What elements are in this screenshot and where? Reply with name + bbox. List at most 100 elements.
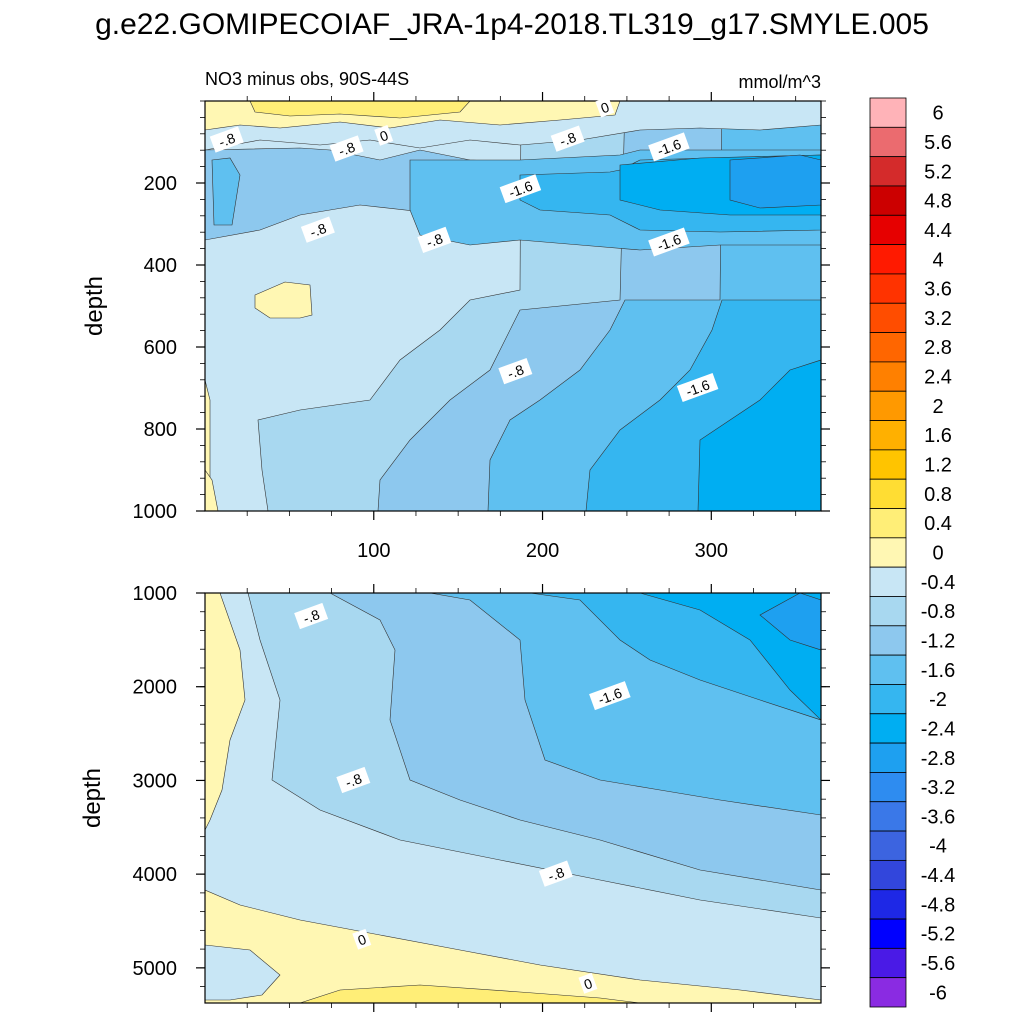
upper-panel: NO3 minus obs, 90S-44S mmol/m^3 depth: [81, 69, 830, 562]
colorbar-swatch: [869, 566, 907, 597]
contour-label-text: -.8: [557, 129, 578, 150]
contour-label: -.8: [329, 135, 364, 162]
y-tick-label: 200: [144, 173, 177, 195]
contour-label-text: -1.6: [655, 136, 683, 159]
colorbar-swatch: [869, 244, 907, 275]
upper-subtitle: NO3 minus obs, 90S-44S: [205, 69, 409, 89]
contour-label-text: -.8: [336, 139, 357, 160]
upper-axis-ticks: 200 400 600 800 1000 100 200 300: [133, 92, 830, 562]
colorbar-swatch: [869, 156, 907, 187]
colorbar-swatch: [869, 889, 907, 920]
contour-label: -1.6: [648, 132, 690, 162]
colorbar-label: 4: [932, 249, 943, 271]
upper-ylabel: depth: [81, 276, 108, 336]
contour-label: 0: [595, 96, 615, 118]
contour-label-text: -.8: [546, 864, 567, 885]
colorbar-label: 0: [932, 543, 943, 565]
colorbar-label: -3.2: [921, 777, 955, 799]
contour-label-text: -1.6: [684, 376, 712, 399]
contour-label-text: -.8: [308, 220, 329, 241]
y-tick-label: 800: [144, 419, 177, 441]
colorbar-swatch: [869, 625, 907, 656]
colorbar: 6 5.6 5.2 4.8 4.4 4 3.6 3.2 2.8 2.4 2 1.6 1.2 0.8 0.4 0…: [869, 97, 955, 1008]
colorbar-label: -5.6: [921, 953, 955, 975]
colorbar-label: -1.2: [921, 630, 955, 652]
colorbar-swatch: [869, 361, 907, 392]
contour-label-text: -.8: [301, 606, 322, 627]
x-tick-label: 200: [526, 540, 559, 562]
colorbar-label: 4.4: [924, 220, 952, 242]
x-tick-label: 300: [695, 540, 728, 562]
contour-label-text: -1.6: [596, 684, 624, 707]
contour-label-text: -.8: [343, 770, 364, 791]
contour-label: -1.6: [648, 227, 690, 257]
colorbar-label: -0.8: [921, 601, 955, 623]
colorbar-label: -4.8: [921, 894, 955, 916]
contour-label: 0: [578, 972, 598, 994]
contour-label-text: -1.6: [655, 231, 683, 254]
colorbar-swatch: [869, 508, 907, 539]
colorbar-swatch: [869, 918, 907, 949]
lower-contour-fill: [205, 593, 821, 1003]
colorbar-label: 0.4: [924, 513, 952, 535]
colorbar-label: -0.4: [921, 572, 955, 594]
upper-contour-fill: [205, 101, 821, 511]
upper-contour-labels: -.8 0 -.8 0 -.8 -1.6 -1.6 -.8 -.8 -1.6 -.8 -1.6: [209, 96, 719, 403]
colorbar-swatch: [869, 654, 907, 685]
contour-label: 0: [374, 124, 394, 146]
colorbar-label: 1.2: [924, 455, 952, 477]
x-tick-label: 100: [357, 540, 390, 562]
colorbar-swatch: [869, 830, 907, 861]
colorbar-swatch: [869, 478, 907, 509]
colorbar-label: -1.6: [921, 660, 955, 682]
colorbar-label: 6: [932, 103, 943, 125]
colorbar-label: -6: [929, 982, 947, 1004]
units-label: mmol/m^3: [739, 72, 821, 92]
colorbar-swatch: [869, 801, 907, 832]
contour-label-text: -.8: [217, 130, 238, 151]
contour-label: -.8: [300, 216, 335, 243]
colorbar-label: -2.4: [921, 718, 955, 740]
colorbar-swatch: [869, 713, 907, 744]
contour-label-text: -.8: [505, 361, 526, 382]
lower-ylabel: depth: [79, 768, 106, 828]
colorbar-label: -2: [929, 689, 947, 711]
colorbar-swatch: [869, 684, 907, 715]
contour-label: -.8: [336, 766, 371, 794]
y-tick-label: 2000: [133, 677, 178, 699]
colorbar-swatch: [869, 214, 907, 246]
colorbar-swatch: [869, 859, 907, 891]
y-tick-label: 5000: [133, 958, 178, 980]
contour-label: -1.6: [676, 373, 719, 403]
colorbar-swatch: [869, 273, 907, 304]
y-tick-label: 3000: [133, 770, 178, 792]
colorbar-swatch: [869, 126, 907, 158]
colorbar-label: 5.2: [924, 161, 952, 183]
colorbar-label: 4.8: [924, 191, 952, 213]
colorbar-swatch: [869, 302, 907, 333]
colorbar-swatch: [869, 185, 907, 216]
colorbar-label: -3.6: [921, 806, 955, 828]
colorbar-label: 2.4: [924, 367, 952, 389]
page-title: g.e22.GOMIPECOIAF_JRA-1p4-2018.TL319_g17…: [95, 8, 929, 41]
colorbar-swatch: [869, 537, 907, 568]
contour-label: -.8: [294, 602, 329, 630]
y-tick-label: 600: [144, 337, 177, 359]
colorbar-label: -4: [929, 836, 947, 858]
colorbar-swatch: [869, 390, 907, 421]
colorbar-label: 1.6: [924, 425, 952, 447]
contour-label: -1.6: [589, 681, 631, 711]
y-tick-label: 400: [144, 255, 177, 277]
contour-label: -.8: [417, 226, 452, 254]
colorbar-swatch: [869, 772, 907, 803]
colorbar-swatch: [869, 97, 907, 128]
contour-label: -.8: [498, 358, 533, 385]
contour-label: -.8: [550, 125, 585, 152]
contour-label: -.8: [538, 860, 573, 887]
y-tick-label: 4000: [133, 864, 178, 886]
colorbar-swatch: [869, 332, 907, 363]
colorbar-swatch: [869, 977, 907, 1008]
colorbar-label: 5.6: [924, 132, 952, 154]
